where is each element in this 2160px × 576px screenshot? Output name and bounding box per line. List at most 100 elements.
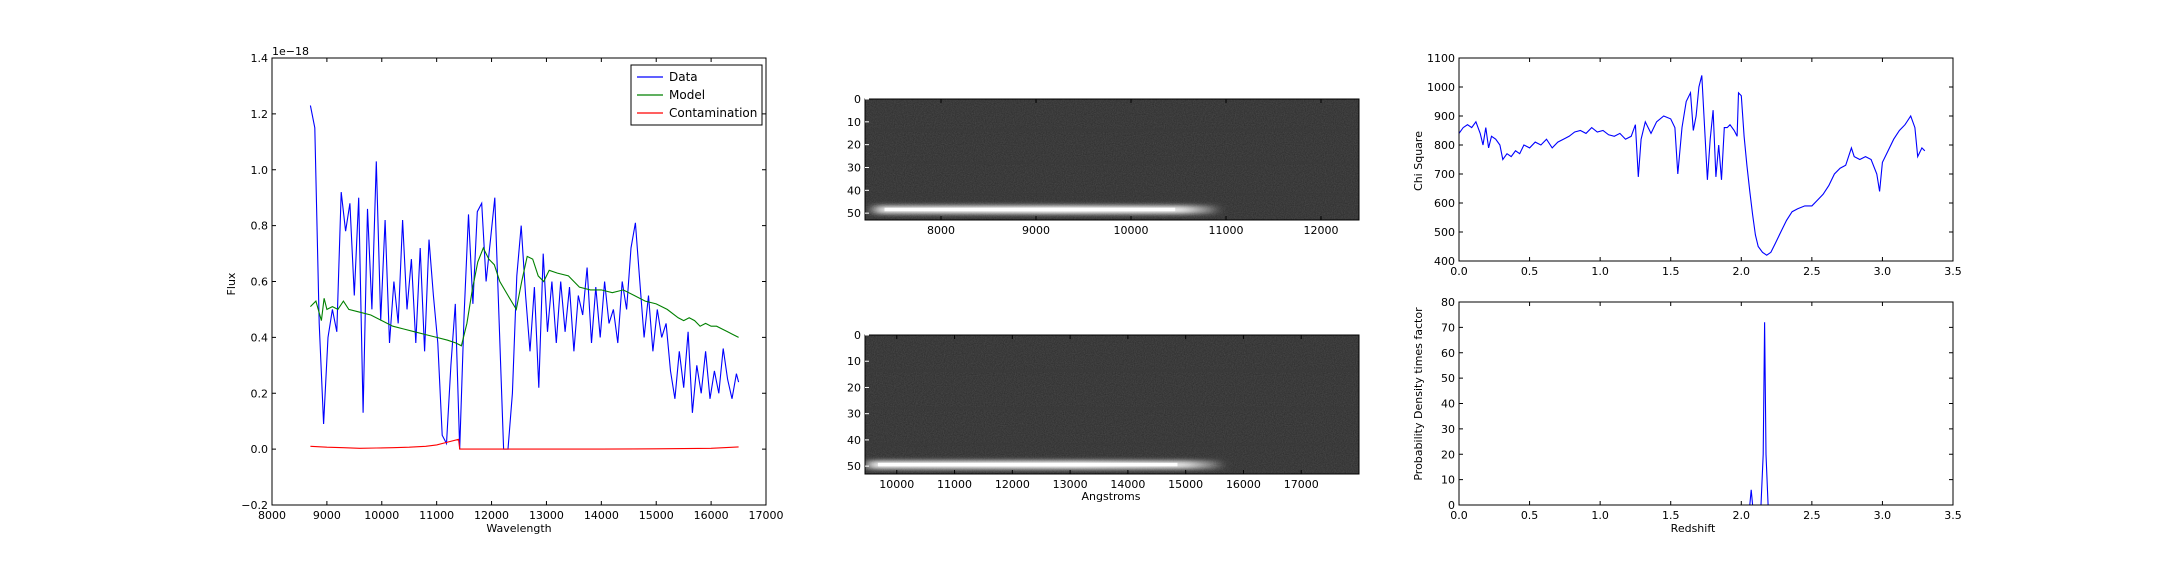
y-tick-label: 0.8: [251, 220, 269, 233]
x-axis-label: Redshift: [1671, 522, 1716, 535]
x-tick-label: 14000: [584, 509, 619, 522]
y-tick-label: 0: [1448, 499, 1455, 512]
legend-label: Model: [669, 88, 705, 102]
y-tick-label: 30: [847, 161, 861, 174]
x-tick-label: 12000: [474, 509, 509, 522]
x-tick-label: 2.0: [1733, 509, 1751, 522]
x-tick-label: 9000: [313, 509, 341, 522]
spectrum-panel: 1e−18 Flux Wavelength 8000 9000 10000 11000…: [225, 45, 784, 535]
x-tick-label: 2.0: [1733, 265, 1751, 278]
background-row: [865, 161, 1359, 164]
axes-frame: [864, 334, 1360, 475]
y-tick-label: 20: [847, 381, 861, 394]
y-tick-label: 50: [1441, 372, 1455, 385]
model-series-line: [310, 246, 739, 347]
y-tick-label: 20: [847, 139, 861, 152]
data-series-line: [309, 105, 740, 450]
x-tick-label: 3.5: [1944, 265, 1962, 278]
y-tick-label: 600: [1434, 197, 1455, 210]
x-axis-label: Wavelength: [486, 522, 551, 535]
x-tick-label: 12000: [995, 478, 1030, 491]
y-tick-label: 800: [1434, 139, 1455, 152]
x-tick-label: 11000: [937, 478, 972, 491]
x-tick-label: 2.5: [1803, 509, 1821, 522]
image-noise: [865, 99, 1359, 220]
y-axis-label: Probability Density times factor: [1412, 307, 1425, 481]
x-tick-label: 10000: [364, 509, 399, 522]
x-tick-label: 12000: [1304, 224, 1339, 237]
x-tick-label: 17000: [749, 509, 784, 522]
background-row: [865, 129, 1359, 132]
legend-label: Contamination: [669, 106, 757, 120]
y-tick-label: 500: [1434, 226, 1455, 239]
x-tick-label: 13000: [529, 509, 564, 522]
y-tick-label: 70: [1441, 321, 1455, 334]
x-tick-label: 15000: [1168, 478, 1203, 491]
x-tick-label: 3.5: [1944, 509, 1962, 522]
axes-frame: [1458, 57, 1954, 262]
y-tick-label: 900: [1434, 110, 1455, 123]
y-tick-label: 1100: [1427, 52, 1455, 65]
offset-text: 1e−18: [272, 45, 309, 58]
x-tick-label: 0.0: [1450, 509, 1468, 522]
chi-square-panel: Chi Square 0.0 0.5 1.0 1.5 2.0 2.5 3.0 3.5 400 50…: [1412, 52, 1962, 278]
y-tick-label: 50: [847, 207, 861, 220]
y-tick-label: 0.0: [251, 443, 269, 456]
x-tick-label: 3.0: [1874, 265, 1892, 278]
y-tick-label: 10: [1441, 474, 1455, 487]
y-tick-label: 20: [1441, 448, 1455, 461]
y-tick-label: 1000: [1427, 81, 1455, 94]
x-tick-label: 2.5: [1803, 265, 1821, 278]
background-row: [865, 407, 1359, 410]
x-tick-label: 0.5: [1521, 509, 1539, 522]
y-tick-label: −0.2: [241, 499, 268, 512]
x-tick-label: 1.5: [1662, 509, 1680, 522]
y-axis-label: Chi Square: [1412, 131, 1425, 191]
x-tick-label: 8000: [927, 224, 955, 237]
plot-area: [272, 58, 766, 505]
x-tick-label: 1.0: [1591, 509, 1609, 522]
x-tick-label: 0.0: [1450, 265, 1468, 278]
y-tick-label: 0: [854, 329, 861, 342]
y-tick-label: 50: [847, 460, 861, 473]
x-tick-label: 8000: [258, 509, 286, 522]
spectrum-2d-bottom-panel: Angstroms 10000 11000 12000 13000 14000 15000…: [847, 329, 1360, 503]
contamination-series-line: [310, 438, 739, 450]
x-tick-label: 1.0: [1591, 265, 1609, 278]
y-tick-label: 0: [854, 93, 861, 106]
y-tick-label: 30: [847, 408, 861, 421]
spectrum-trace-core: [877, 462, 1178, 467]
data-series-line: [1458, 75, 1926, 256]
x-tick-label: 9000: [1022, 224, 1050, 237]
y-axis-label: Flux: [225, 272, 238, 295]
x-tick-label: 11000: [419, 509, 454, 522]
x-tick-label: 1.5: [1662, 265, 1680, 278]
y-tick-label: 1.0: [251, 164, 269, 177]
y-tick-label: 40: [847, 184, 861, 197]
y-tick-label: 60: [1441, 347, 1455, 360]
background-row: [865, 193, 1359, 196]
x-tick-label: 10000: [879, 478, 914, 491]
y-tick-label: 80: [1441, 296, 1455, 309]
background-row: [865, 443, 1359, 446]
y-tick-label: 0.6: [251, 276, 269, 289]
x-tick-label: 0.5: [1521, 265, 1539, 278]
y-tick-label: 40: [847, 434, 861, 447]
probability-panel: Probability Density times factor Redshif…: [1412, 296, 1962, 535]
x-tick-label: 14000: [1110, 478, 1145, 491]
y-tick-label: 400: [1434, 255, 1455, 268]
legend-label: Data: [669, 70, 698, 84]
x-tick-label: 11000: [1209, 224, 1244, 237]
y-tick-label: 40: [1441, 398, 1455, 411]
plot-area: [1459, 302, 1953, 505]
x-tick-label: 16000: [1226, 478, 1261, 491]
x-tick-label: 15000: [639, 509, 674, 522]
x-tick-label: 3.0: [1874, 509, 1892, 522]
x-axis-label: Angstroms: [1082, 490, 1141, 503]
x-tick-label: 10000: [1114, 224, 1149, 237]
y-tick-label: 10: [847, 355, 861, 368]
axes-frame: [864, 98, 1360, 221]
y-tick-label: 30: [1441, 423, 1455, 436]
y-tick-label: 0.4: [251, 331, 269, 344]
